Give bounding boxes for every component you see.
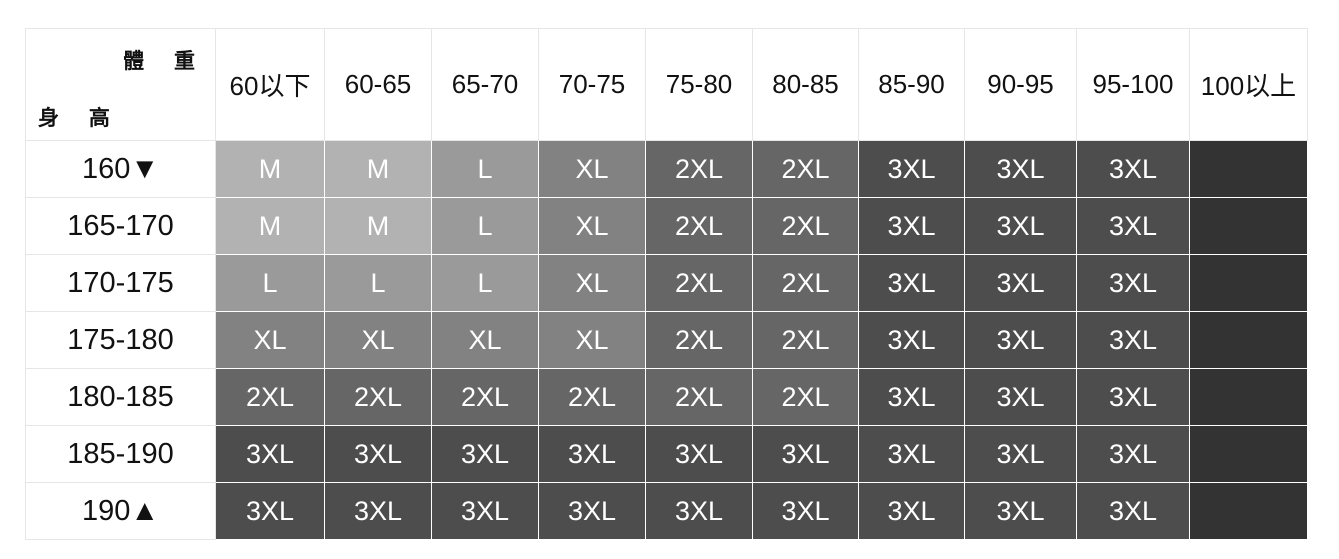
size-cell: 3XL — [538, 425, 646, 483]
size-cell: 3XL — [538, 482, 646, 540]
size-cell: 2XL — [752, 140, 859, 198]
size-cell: 2XL — [538, 368, 646, 426]
size-cell: L — [215, 254, 325, 312]
size-cell: 2XL — [752, 368, 859, 426]
size-cell: 2XL — [752, 254, 859, 312]
weight-column-header: 90-95 — [964, 28, 1077, 141]
height-row-label: 165-170 — [25, 197, 216, 255]
size-chart-table: 體 重 身 高 60以下 60-65 65-70 70-75 75-80 80-85 85-… — [25, 28, 1308, 540]
size-cell: 3XL — [858, 425, 965, 483]
table-row: 165-170 M M L XL 2XL 2XL 3XL 3XL 3XL — [25, 197, 1308, 255]
size-cell: 3XL — [324, 482, 432, 540]
size-cell: 3XL — [431, 425, 539, 483]
size-cell: 2XL — [645, 140, 753, 198]
size-cell: 3XL — [645, 482, 753, 540]
corner-cell: 體 重 身 高 — [25, 28, 216, 141]
size-cell: L — [431, 197, 539, 255]
size-cell: XL — [215, 311, 325, 369]
size-cell: 2XL — [215, 368, 325, 426]
weight-column-header: 85-90 — [858, 28, 965, 141]
size-cell: 3XL — [1076, 311, 1190, 369]
size-cell: 3XL — [858, 368, 965, 426]
size-cell: XL — [324, 311, 432, 369]
height-row-label: 185-190 — [25, 425, 216, 483]
weight-column-header: 60以下 — [215, 28, 325, 141]
table-row: 190▲ 3XL 3XL 3XL 3XL 3XL 3XL 3XL 3XL 3XL — [25, 482, 1308, 540]
size-cell: XL — [538, 140, 646, 198]
size-cell: 3XL — [964, 482, 1077, 540]
size-cell: 3XL — [964, 368, 1077, 426]
size-cell — [1189, 311, 1308, 369]
size-cell: 3XL — [1076, 254, 1190, 312]
size-cell: 3XL — [215, 425, 325, 483]
size-cell — [1189, 254, 1308, 312]
size-cell: 3XL — [858, 197, 965, 255]
weight-column-header: 100以上 — [1189, 28, 1308, 141]
weight-label: 體 重 — [123, 50, 207, 73]
size-cell: 3XL — [215, 482, 325, 540]
size-cell: 3XL — [1076, 197, 1190, 255]
table-row: 160▼ M M L XL 2XL 2XL 3XL 3XL 3XL — [25, 140, 1308, 198]
size-cell: 3XL — [1076, 425, 1190, 483]
table-row: 170-175 L L L XL 2XL 2XL 3XL 3XL 3XL — [25, 254, 1308, 312]
size-cell: M — [324, 140, 432, 198]
weight-column-header: 70-75 — [538, 28, 646, 141]
size-cell: 2XL — [752, 311, 859, 369]
size-cell: XL — [431, 311, 539, 369]
size-cell: 3XL — [858, 140, 965, 198]
weight-column-header: 75-80 — [645, 28, 753, 141]
height-row-label: 160▼ — [25, 140, 216, 198]
size-cell: 3XL — [645, 425, 753, 483]
size-cell: 3XL — [858, 311, 965, 369]
size-cell: 3XL — [858, 482, 965, 540]
size-cell: 3XL — [752, 482, 859, 540]
height-row-label: 190▲ — [25, 482, 216, 540]
size-cell: M — [215, 197, 325, 255]
size-cell: 3XL — [1076, 368, 1190, 426]
header-row: 體 重 身 高 60以下 60-65 65-70 70-75 75-80 80-85 85-… — [25, 28, 1308, 141]
table-row: 185-190 3XL 3XL 3XL 3XL 3XL 3XL 3XL 3XL 3XL — [25, 425, 1308, 483]
table-row: 175-180 XL XL XL XL 2XL 2XL 3XL 3XL 3XL — [25, 311, 1308, 369]
size-cell: 2XL — [431, 368, 539, 426]
size-cell: 3XL — [1076, 140, 1190, 198]
size-cell: 3XL — [431, 482, 539, 540]
size-cell: L — [324, 254, 432, 312]
size-cell: 3XL — [964, 254, 1077, 312]
height-label: 身 高 — [38, 107, 122, 130]
weight-column-header: 60-65 — [324, 28, 432, 141]
size-cell: XL — [538, 311, 646, 369]
size-cell: 3XL — [964, 311, 1077, 369]
height-row-label: 170-175 — [25, 254, 216, 312]
size-cell: 2XL — [324, 368, 432, 426]
size-cell: 2XL — [645, 197, 753, 255]
size-cell: XL — [538, 254, 646, 312]
height-row-label: 180-185 — [25, 368, 216, 426]
size-cell: 3XL — [964, 197, 1077, 255]
size-cell: 3XL — [1076, 482, 1190, 540]
table-row: 180-185 2XL 2XL 2XL 2XL 2XL 2XL 3XL 3XL 3XL — [25, 368, 1308, 426]
size-cell: M — [324, 197, 432, 255]
size-cell — [1189, 197, 1308, 255]
size-cell: L — [431, 140, 539, 198]
size-cell: 2XL — [752, 197, 859, 255]
size-cell: XL — [538, 197, 646, 255]
weight-column-header: 80-85 — [752, 28, 859, 141]
size-cell — [1189, 482, 1308, 540]
size-cell: L — [431, 254, 539, 312]
weight-column-header: 95-100 — [1076, 28, 1190, 141]
size-cell: 3XL — [752, 425, 859, 483]
weight-column-header: 65-70 — [431, 28, 539, 141]
size-cell — [1189, 140, 1308, 198]
size-cell: 3XL — [324, 425, 432, 483]
size-cell: 2XL — [645, 368, 753, 426]
size-cell — [1189, 368, 1308, 426]
size-cell: 3XL — [858, 254, 965, 312]
size-cell: M — [215, 140, 325, 198]
size-cell: 2XL — [645, 254, 753, 312]
size-cell: 3XL — [964, 140, 1077, 198]
size-cell: 3XL — [964, 425, 1077, 483]
size-cell — [1189, 425, 1308, 483]
size-cell: 2XL — [645, 311, 753, 369]
height-row-label: 175-180 — [25, 311, 216, 369]
